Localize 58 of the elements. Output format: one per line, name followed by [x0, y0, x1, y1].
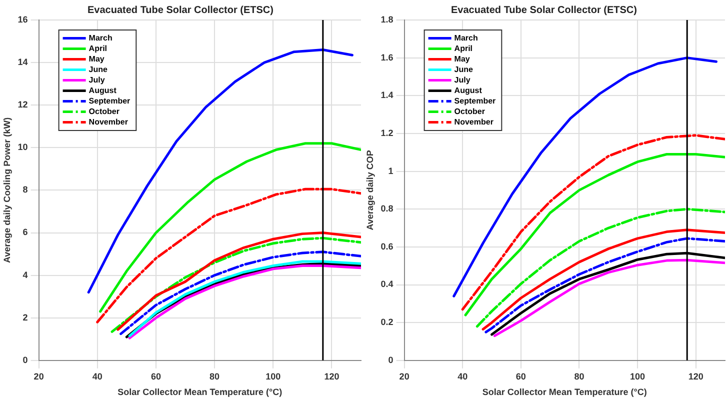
line-series	[120, 250, 361, 336]
legend-label: September	[454, 96, 496, 106]
y-tick-label: 4	[22, 270, 28, 280]
legend-label: June	[454, 64, 474, 74]
line-series	[476, 208, 725, 328]
y-tick-label: 1.2	[380, 128, 394, 138]
y-tick-label: 0	[388, 354, 394, 365]
y-tick-label: 1	[388, 166, 394, 176]
legend-label: November	[454, 117, 494, 126]
y-tick-label: 2	[22, 312, 28, 322]
y-tick-label: 1.4	[380, 90, 394, 100]
x-tick-label: 40	[458, 371, 468, 382]
y-axis-title: Average daily COP	[364, 150, 375, 230]
legend-label: October	[454, 106, 485, 116]
x-axis-title: Solar Collector Mean Temperature (°C)	[118, 387, 282, 398]
x-tick-label: 100	[266, 371, 281, 382]
line-series	[96, 188, 361, 324]
y-tick-label: 10	[18, 142, 28, 152]
y-tick-label: 6	[22, 227, 28, 238]
y-tick-label: 12	[18, 100, 28, 110]
legend-label: April	[88, 44, 108, 53]
legend-label: May	[88, 54, 105, 64]
x-tick-label: 80	[210, 371, 220, 382]
x-tick-label: 20	[34, 371, 44, 382]
x-tick-label: 40	[92, 371, 102, 382]
legend-label: September	[88, 96, 130, 106]
y-axis-title: Average daily Cooling Power (kW)	[2, 117, 12, 264]
legend-label: April	[454, 44, 473, 53]
legend-label: March	[454, 33, 478, 42]
x-tick-label: 60	[150, 371, 161, 382]
legend-label: November	[88, 117, 128, 126]
chart-title: Evacuated Tube Solar Collector (ETSC)	[88, 4, 274, 16]
y-tick-label: 1.6	[380, 52, 394, 62]
y-tick-label: 1.8	[380, 14, 394, 24]
x-axis-title: Solar Collector Mean Temperature (°C)	[482, 387, 647, 398]
y-tick-label: 14	[18, 57, 28, 68]
y-tick-label: 0.2	[380, 317, 394, 328]
y-tick-label: 0.8	[380, 204, 394, 214]
x-tick-label: 80	[574, 371, 584, 382]
x-tick-label: 100	[630, 371, 646, 382]
x-tick-label: 120	[324, 371, 340, 382]
x-tick-label: 60	[516, 371, 526, 382]
y-tick-label: 0.4	[380, 279, 394, 290]
legend-label: June	[88, 64, 108, 74]
legend-label: July	[454, 75, 471, 84]
y-tick-label: 8	[22, 184, 28, 195]
x-tick-label: 120	[688, 371, 704, 382]
x-tick-label: 20	[399, 371, 410, 382]
legend-label: July	[88, 75, 106, 84]
y-tick-label: 16	[18, 14, 28, 24]
legend-label: May	[454, 54, 470, 64]
legend-label: March	[88, 33, 112, 42]
legend-label: August	[88, 86, 117, 95]
legend-label: October	[88, 106, 120, 116]
y-tick-label: 0.6	[380, 241, 394, 252]
chart-title: Evacuated Tube Solar Collector (ETSC)	[451, 4, 637, 16]
legend-label: August	[454, 86, 482, 95]
y-tick-label: 0	[22, 354, 28, 365]
